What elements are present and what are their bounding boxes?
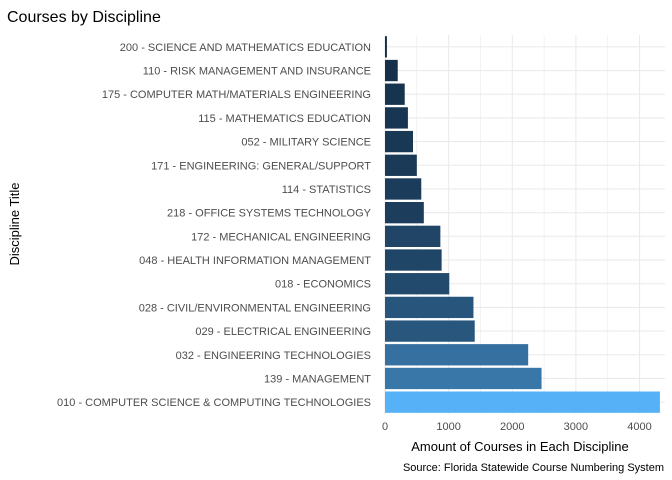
category-labels: 200 - SCIENCE AND MATHEMATICS EDUCATION 1… (57, 42, 372, 409)
category-label: 028 - CIVIL/ENVIRONMENTAL ENGINEERING (139, 302, 371, 314)
bar (385, 107, 408, 129)
x-tick-label: 0 (382, 421, 388, 433)
bar (385, 154, 417, 176)
category-label: 200 - SCIENCE AND MATHEMATICS EDUCATION (120, 42, 371, 54)
category-label: 110 - RISK MANAGEMENT AND INSURANCE (143, 66, 371, 78)
category-label: 172 - MECHANICAL ENGINEERING (191, 231, 371, 243)
bar (385, 249, 442, 271)
category-label: 114 - STATISTICS (282, 184, 371, 196)
category-label: 052 - MILITARY SCIENCE (241, 137, 371, 149)
bar (385, 273, 450, 295)
x-tick-label: 1000 (436, 421, 460, 433)
category-label: 018 - ECONOMICS (275, 279, 371, 291)
bar (385, 296, 474, 319)
chart-title: Courses by Discipline (7, 9, 161, 26)
bar (385, 178, 422, 200)
x-tick-label: 2000 (500, 421, 524, 433)
x-tick-label: 3000 (564, 421, 588, 433)
bar (385, 391, 660, 413)
x-tick-labels: 0 1000 2000 3000 4000 (382, 421, 652, 433)
bar (385, 320, 475, 342)
bars (385, 36, 660, 413)
x-tick-label: 4000 (627, 421, 651, 433)
category-label: 139 - MANAGEMENT (264, 373, 371, 385)
category-label: 029 - ELECTRICAL ENGINEERING (195, 326, 371, 338)
category-label: 048 - HEALTH INFORMATION MANAGEMENT (139, 255, 371, 267)
category-label: 175 - COMPUTER MATH/MATERIALS ENGINEERIN… (102, 89, 371, 101)
bar (385, 367, 542, 390)
bar (385, 130, 413, 153)
bar (385, 36, 387, 58)
bar (385, 344, 529, 366)
category-label: 115 - MATHEMATICS EDUCATION (198, 113, 371, 125)
x-axis-title: Amount of Courses in Each Discipline (411, 439, 629, 454)
category-label: 032 - ENGINEERING TECHNOLOGIES (176, 350, 371, 362)
y-axis-title: Discipline Title (7, 182, 22, 265)
category-label: 171 - ENGINEERING: GENERAL/SUPPORT (151, 160, 371, 172)
bar (385, 201, 424, 224)
bar (385, 225, 441, 248)
bar (385, 59, 398, 82)
source-caption: Source: Florida Statewide Course Numberi… (403, 462, 664, 474)
bar (385, 83, 405, 105)
category-label: 218 - OFFICE SYSTEMS TECHNOLOGY (167, 208, 372, 220)
category-label: 010 - COMPUTER SCIENCE & COMPUTING TECHN… (57, 397, 371, 409)
